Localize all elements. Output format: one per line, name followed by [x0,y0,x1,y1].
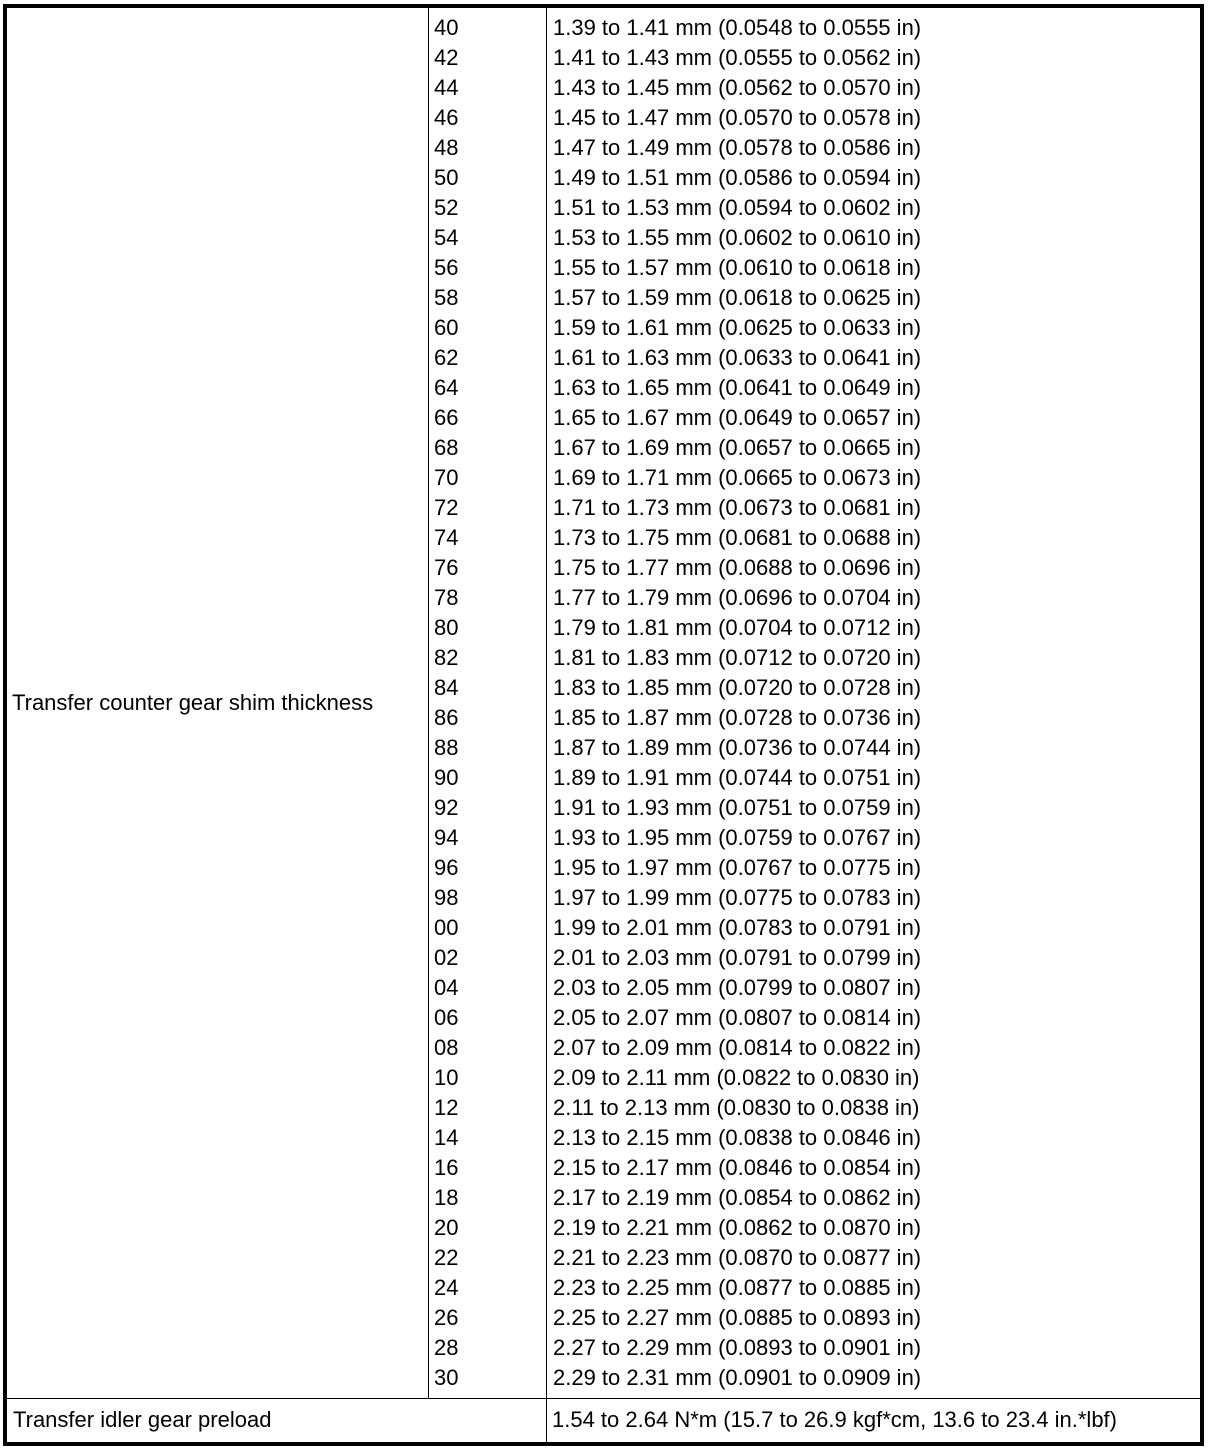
shim-mark: 28 [434,1335,459,1360]
shim-thickness-spec: 2.01 to 2.03 mm (0.0791 to 0.0799 in) [553,945,922,970]
shim-mark: 60 [434,315,459,340]
shim-mark: 68 [434,435,459,460]
shim-thickness-spec: 1.83 to 1.85 mm (0.0720 to 0.0728 in) [553,675,922,700]
shim-mark: 82 [434,645,459,670]
shim-mark: 16 [434,1155,459,1180]
preload-spec: 1.54 to 2.64 N*m (15.7 to 26.9 kgf*cm, 1… [552,1407,1117,1432]
shim-mark: 80 [434,615,459,640]
shim-thickness-spec: 1.97 to 1.99 mm (0.0775 to 0.0783 in) [553,885,922,910]
shim-mark: 90 [434,765,459,790]
shim-thickness-spec: 2.13 to 2.15 mm (0.0838 to 0.0846 in) [553,1125,922,1150]
shim-thickness-spec: 1.81 to 1.83 mm (0.0712 to 0.0720 in) [553,645,922,670]
shim-mark: 54 [434,225,459,250]
shim-thickness-spec: 1.49 to 1.51 mm (0.0586 to 0.0594 in) [553,165,922,190]
shim-mark: 14 [434,1125,459,1150]
shim-mark: 04 [434,975,459,1000]
shim-thickness-spec: 1.43 to 1.45 mm (0.0562 to 0.0570 in) [553,75,922,100]
shim-mark: 22 [434,1245,459,1270]
shim-mark: 64 [434,375,459,400]
shim-mark: 74 [434,525,459,550]
shim-mark: 98 [434,885,459,910]
shim-mark: 46 [434,105,459,130]
shim-mark: 08 [434,1035,459,1060]
shim-mark: 18 [434,1185,459,1210]
shim-thickness-spec: 1.71 to 1.73 mm (0.0673 to 0.0681 in) [553,495,922,520]
shim-mark: 02 [434,945,459,970]
shim-mark: 40 [434,15,459,40]
column-divider-2 [546,8,547,1442]
row-divider [7,1398,1200,1399]
shim-thickness-spec: 2.05 to 2.07 mm (0.0807 to 0.0814 in) [553,1005,922,1030]
shim-thickness-spec: 1.65 to 1.67 mm (0.0649 to 0.0657 in) [553,405,922,430]
shim-thickness-spec: 2.03 to 2.05 mm (0.0799 to 0.0807 in) [553,975,922,1000]
shim-mark: 10 [434,1065,459,1090]
shim-thickness-spec: 1.91 to 1.93 mm (0.0751 to 0.0759 in) [553,795,922,820]
preload-label: Transfer idler gear preload [13,1407,272,1432]
shim-thickness-spec: 1.53 to 1.55 mm (0.0602 to 0.0610 in) [553,225,922,250]
shim-mark: 44 [434,75,459,100]
shim-thickness-spec: 1.95 to 1.97 mm (0.0767 to 0.0775 in) [553,855,922,880]
shim-mark: 94 [434,825,459,850]
column-divider-1 [428,8,429,1398]
shim-mark: 20 [434,1215,459,1240]
shim-mark: 12 [434,1095,459,1120]
shim-mark: 00 [434,915,459,940]
shim-mark: 26 [434,1305,459,1330]
shim-mark: 50 [434,165,459,190]
shim-thickness-spec: 1.85 to 1.87 mm (0.0728 to 0.0736 in) [553,705,922,730]
shim-thickness-spec: 1.61 to 1.63 mm (0.0633 to 0.0641 in) [553,345,922,370]
shim-thickness-spec: 1.45 to 1.47 mm (0.0570 to 0.0578 in) [553,105,922,130]
shim-mark: 52 [434,195,459,220]
shim-thickness-spec: 1.51 to 1.53 mm (0.0594 to 0.0602 in) [553,195,922,220]
shim-thickness-spec: 1.99 to 2.01 mm (0.0783 to 0.0791 in) [553,915,922,940]
shim-mark: 88 [434,735,459,760]
shim-mark: 86 [434,705,459,730]
shim-thickness-spec: 2.29 to 2.31 mm (0.0901 to 0.0909 in) [553,1365,922,1390]
shim-thickness-spec: 1.69 to 1.71 mm (0.0665 to 0.0673 in) [553,465,922,490]
shim-thickness-spec: 2.21 to 2.23 mm (0.0870 to 0.0877 in) [553,1245,922,1270]
shim-mark: 92 [434,795,459,820]
shim-mark: 76 [434,555,459,580]
shim-mark: 30 [434,1365,459,1390]
shim-thickness-spec: 1.79 to 1.81 mm (0.0704 to 0.0712 in) [553,615,922,640]
shim-thickness-label: Transfer counter gear shim thickness [12,690,374,715]
shim-mark: 48 [434,135,459,160]
shim-mark: 96 [434,855,459,880]
shim-thickness-spec: 2.07 to 2.09 mm (0.0814 to 0.0822 in) [553,1035,922,1060]
shim-thickness-spec: 1.47 to 1.49 mm (0.0578 to 0.0586 in) [553,135,922,160]
shim-mark: 58 [434,285,459,310]
shim-thickness-spec: 1.67 to 1.69 mm (0.0657 to 0.0665 in) [553,435,922,460]
shim-mark: 66 [434,405,459,430]
shim-mark: 72 [434,495,459,520]
shim-thickness-spec: 1.59 to 1.61 mm (0.0625 to 0.0633 in) [553,315,922,340]
shim-thickness-spec: 1.73 to 1.75 mm (0.0681 to 0.0688 in) [553,525,922,550]
shim-thickness-spec: 1.55 to 1.57 mm (0.0610 to 0.0618 in) [553,255,922,280]
shim-thickness-spec: 2.23 to 2.25 mm (0.0877 to 0.0885 in) [553,1275,922,1300]
shim-mark: 62 [434,345,459,370]
shim-mark: 06 [434,1005,459,1030]
shim-thickness-spec: 1.89 to 1.91 mm (0.0744 to 0.0751 in) [553,765,922,790]
shim-thickness-spec: 2.11 to 2.13 mm (0.0830 to 0.0838 in) [553,1095,920,1120]
shim-thickness-spec: 2.15 to 2.17 mm (0.0846 to 0.0854 in) [553,1155,922,1180]
shim-mark: 24 [434,1275,459,1300]
spec-table: 40 1.39 to 1.41 mm (0.0548 to 0.0555 in) 4… [3,4,1204,1446]
shim-thickness-spec: 2.25 to 2.27 mm (0.0885 to 0.0893 in) [553,1305,922,1330]
shim-thickness-spec: 2.27 to 2.29 mm (0.0893 to 0.0901 in) [553,1335,922,1360]
shim-mark: 42 [434,45,459,70]
shim-mark: 78 [434,585,459,610]
shim-mark: 70 [434,465,459,490]
shim-thickness-spec: 1.77 to 1.79 mm (0.0696 to 0.0704 in) [553,585,922,610]
shim-mark: 56 [434,255,459,280]
shim-thickness-spec: 2.17 to 2.19 mm (0.0854 to 0.0862 in) [553,1185,922,1210]
shim-thickness-spec: 1.87 to 1.89 mm (0.0736 to 0.0744 in) [553,735,922,760]
shim-thickness-spec: 2.09 to 2.11 mm (0.0822 to 0.0830 in) [553,1065,920,1090]
shim-thickness-spec: 1.63 to 1.65 mm (0.0641 to 0.0649 in) [553,375,922,400]
shim-thickness-spec: 1.41 to 1.43 mm (0.0555 to 0.0562 in) [553,45,922,70]
shim-thickness-spec: 1.39 to 1.41 mm (0.0548 to 0.0555 in) [553,15,922,40]
shim-thickness-spec: 1.57 to 1.59 mm (0.0618 to 0.0625 in) [553,285,922,310]
shim-thickness-spec: 1.75 to 1.77 mm (0.0688 to 0.0696 in) [553,555,922,580]
shim-thickness-spec: 1.93 to 1.95 mm (0.0759 to 0.0767 in) [553,825,922,850]
shim-thickness-spec: 2.19 to 2.21 mm (0.0862 to 0.0870 in) [553,1215,922,1240]
shim-mark: 84 [434,675,459,700]
